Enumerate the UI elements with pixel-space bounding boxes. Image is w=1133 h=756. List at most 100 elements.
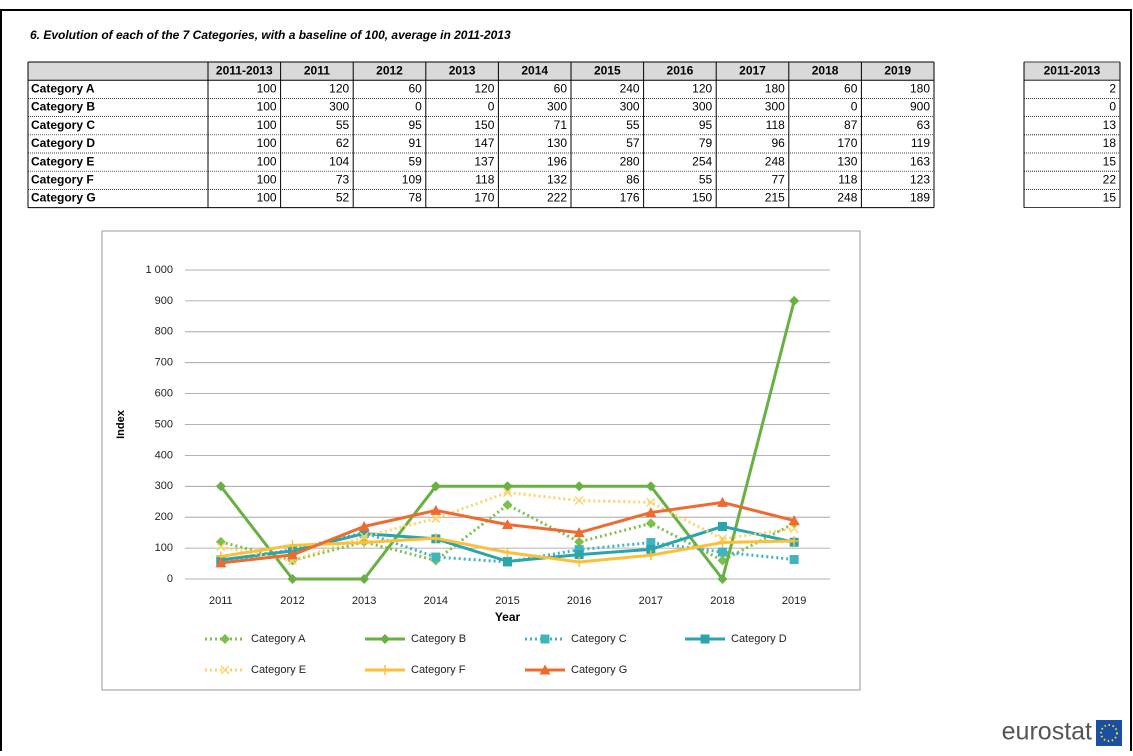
- cell: 300: [765, 100, 785, 114]
- point: [358, 520, 370, 531]
- x-tick-label: 2011: [209, 595, 233, 607]
- row-label: Category D: [31, 136, 95, 150]
- series-line: [220, 490, 795, 563]
- cell: 180: [910, 81, 930, 95]
- point: [574, 481, 585, 492]
- cell: 150: [692, 191, 712, 205]
- row-label: Category G: [31, 191, 96, 205]
- column-header: 2016: [667, 63, 694, 77]
- point: [287, 574, 298, 584]
- point: [431, 552, 441, 562]
- point: [646, 497, 656, 507]
- legend-label: Category C: [571, 633, 627, 645]
- legend-label: Category F: [411, 664, 466, 676]
- cell: 100: [257, 81, 277, 95]
- cell: 248: [765, 154, 785, 168]
- point: [216, 542, 226, 552]
- point: [789, 295, 800, 306]
- point: [430, 504, 442, 515]
- point: [215, 557, 227, 568]
- cell: 86: [626, 172, 640, 186]
- column-header: 2011-2013: [216, 63, 273, 77]
- point: [287, 540, 298, 551]
- point: [718, 547, 727, 557]
- y-tick-label: 400: [155, 449, 173, 461]
- cell: 248: [837, 191, 857, 205]
- cell: 120: [692, 81, 712, 95]
- column-header: 2011: [304, 63, 330, 77]
- table-header-bg: [28, 62, 934, 81]
- point: [431, 513, 441, 523]
- cell: 900: [910, 100, 930, 114]
- side-cell: 22: [1103, 172, 1117, 186]
- cell: 79: [699, 136, 713, 150]
- y-tick-label: 300: [155, 480, 173, 492]
- cell: 109: [402, 172, 422, 186]
- cell: 71: [554, 118, 568, 132]
- series-line: [220, 531, 795, 564]
- cell: 0: [488, 100, 495, 114]
- side-header: 2011-2013: [1044, 63, 1101, 77]
- point: [574, 550, 584, 560]
- x-tick-label: 2014: [424, 595, 448, 607]
- sheet-title: 6. Evolution of each of the 7 Categories…: [30, 28, 511, 42]
- x-tick-label: 2013: [352, 595, 376, 607]
- legend-marker: [220, 665, 230, 675]
- x-tick-label: 2016: [567, 595, 591, 607]
- cell: 78: [408, 191, 422, 205]
- y-tick-label: 0: [167, 573, 173, 585]
- point: [717, 574, 728, 584]
- point: [788, 515, 800, 526]
- side-cell: 13: [1103, 118, 1117, 132]
- point: [645, 481, 656, 492]
- cell: 130: [837, 154, 857, 168]
- point: [502, 547, 513, 558]
- cell: 100: [257, 118, 277, 132]
- legend-label: Category E: [251, 664, 306, 676]
- logo: eurostat: [1002, 718, 1092, 746]
- column-header: 2012: [376, 63, 403, 77]
- cell: 123: [910, 172, 930, 186]
- legend-marker: [700, 634, 710, 644]
- cell: 59: [408, 154, 422, 168]
- cell: 95: [408, 118, 422, 132]
- y-tick-label: 600: [155, 388, 173, 400]
- cell: 120: [474, 81, 494, 95]
- point: [502, 519, 513, 530]
- cell: 300: [620, 100, 640, 114]
- cell: 147: [474, 136, 494, 150]
- cell: 100: [257, 136, 277, 150]
- point: [789, 555, 799, 565]
- row-label: Category C: [31, 118, 95, 132]
- cell: 100: [257, 154, 277, 168]
- cell: 87: [844, 118, 858, 132]
- column-header: 2014: [521, 63, 548, 77]
- x-axis-label: Year: [495, 610, 521, 624]
- cell: 137: [474, 154, 494, 168]
- column-header: 2015: [594, 63, 621, 77]
- point: [502, 499, 513, 510]
- frame: [0, 9, 1132, 756]
- point: [573, 527, 585, 538]
- side-cell: 0: [1109, 100, 1116, 114]
- column-header: 2019: [884, 63, 911, 77]
- side-cell: 2: [1109, 81, 1116, 95]
- x-tick-label: 2019: [782, 595, 806, 607]
- cell: 240: [620, 81, 640, 95]
- point: [574, 495, 584, 506]
- point: [717, 555, 728, 566]
- y-axis-label: Index: [115, 409, 127, 439]
- cell: 100: [257, 100, 277, 114]
- cell: 91: [408, 136, 422, 150]
- point: [574, 545, 584, 555]
- cell: 100: [257, 172, 277, 186]
- legend-marker: [540, 634, 550, 644]
- point: [430, 533, 441, 544]
- point: [359, 574, 370, 584]
- row-label: Category E: [31, 154, 94, 168]
- cell: 55: [336, 118, 350, 132]
- cell: 73: [336, 172, 350, 186]
- point: [717, 496, 728, 507]
- cell: 104: [329, 154, 349, 168]
- point: [645, 518, 656, 529]
